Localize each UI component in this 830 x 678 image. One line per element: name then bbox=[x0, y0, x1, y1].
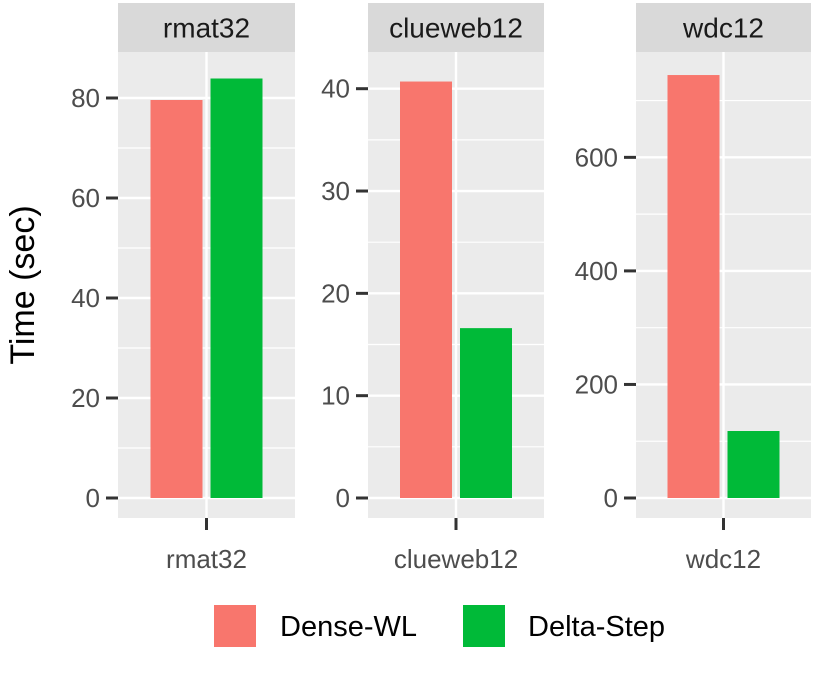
facet-strip-title: clueweb12 bbox=[389, 13, 523, 44]
facet-strip bbox=[118, 3, 295, 52]
x-tick-label: rmat32 bbox=[166, 544, 247, 574]
y-tick-label: 200 bbox=[575, 369, 618, 399]
bar-clueweb12-Dense-WL bbox=[400, 81, 452, 498]
y-tick-label: 600 bbox=[575, 142, 618, 172]
bar-rmat32-Dense-WL bbox=[150, 100, 203, 498]
bar-wdc12-Delta-Step bbox=[727, 431, 780, 498]
y-tick-label: 0 bbox=[604, 483, 618, 513]
legend: Dense-WL Delta-Step bbox=[214, 605, 665, 647]
facet-rmat32: 0 20 40 60 80 rmat32 rmat32 bbox=[71, 3, 295, 574]
y-axis-title: Time (sec) bbox=[4, 205, 42, 364]
y-tick-label: 10 bbox=[321, 381, 350, 411]
facet-strip-title: rmat32 bbox=[163, 13, 250, 44]
bar-rmat32-Delta-Step bbox=[210, 78, 263, 498]
facet-clueweb12: 0 10 20 30 40 clueweb12 clueweb12 bbox=[321, 3, 544, 574]
y-tick-label: 30 bbox=[321, 176, 350, 206]
legend-item-Delta-Step: Delta-Step bbox=[463, 605, 665, 647]
y-tick-label: 0 bbox=[86, 483, 100, 513]
y-tick-label: 40 bbox=[321, 74, 350, 104]
y-tick-label: 0 bbox=[336, 483, 350, 513]
y-tick-label: 60 bbox=[71, 183, 100, 213]
bar-clueweb12-Delta-Step bbox=[460, 328, 512, 498]
legend-item-Dense-WL: Dense-WL bbox=[214, 605, 417, 647]
facet-strip-title: wdc12 bbox=[682, 13, 764, 44]
legend-key bbox=[214, 605, 256, 647]
legend-label: Delta-Step bbox=[528, 611, 665, 643]
facet-strip bbox=[368, 3, 544, 52]
x-tick-label: clueweb12 bbox=[394, 544, 518, 574]
y-tick-label: 80 bbox=[71, 83, 100, 113]
legend-key bbox=[463, 605, 505, 647]
y-tick-label: 20 bbox=[71, 383, 100, 413]
facet-strip bbox=[636, 3, 811, 52]
facet-wdc12: 0 200 400 600 wdc12 wdc12 bbox=[575, 3, 811, 574]
y-tick-label: 400 bbox=[575, 256, 618, 286]
legend-label: Dense-WL bbox=[280, 611, 417, 643]
y-tick-label: 40 bbox=[71, 283, 100, 313]
x-tick-label: wdc12 bbox=[685, 544, 761, 574]
bar-wdc12-Dense-WL bbox=[667, 75, 720, 498]
y-tick-label: 20 bbox=[321, 278, 350, 308]
